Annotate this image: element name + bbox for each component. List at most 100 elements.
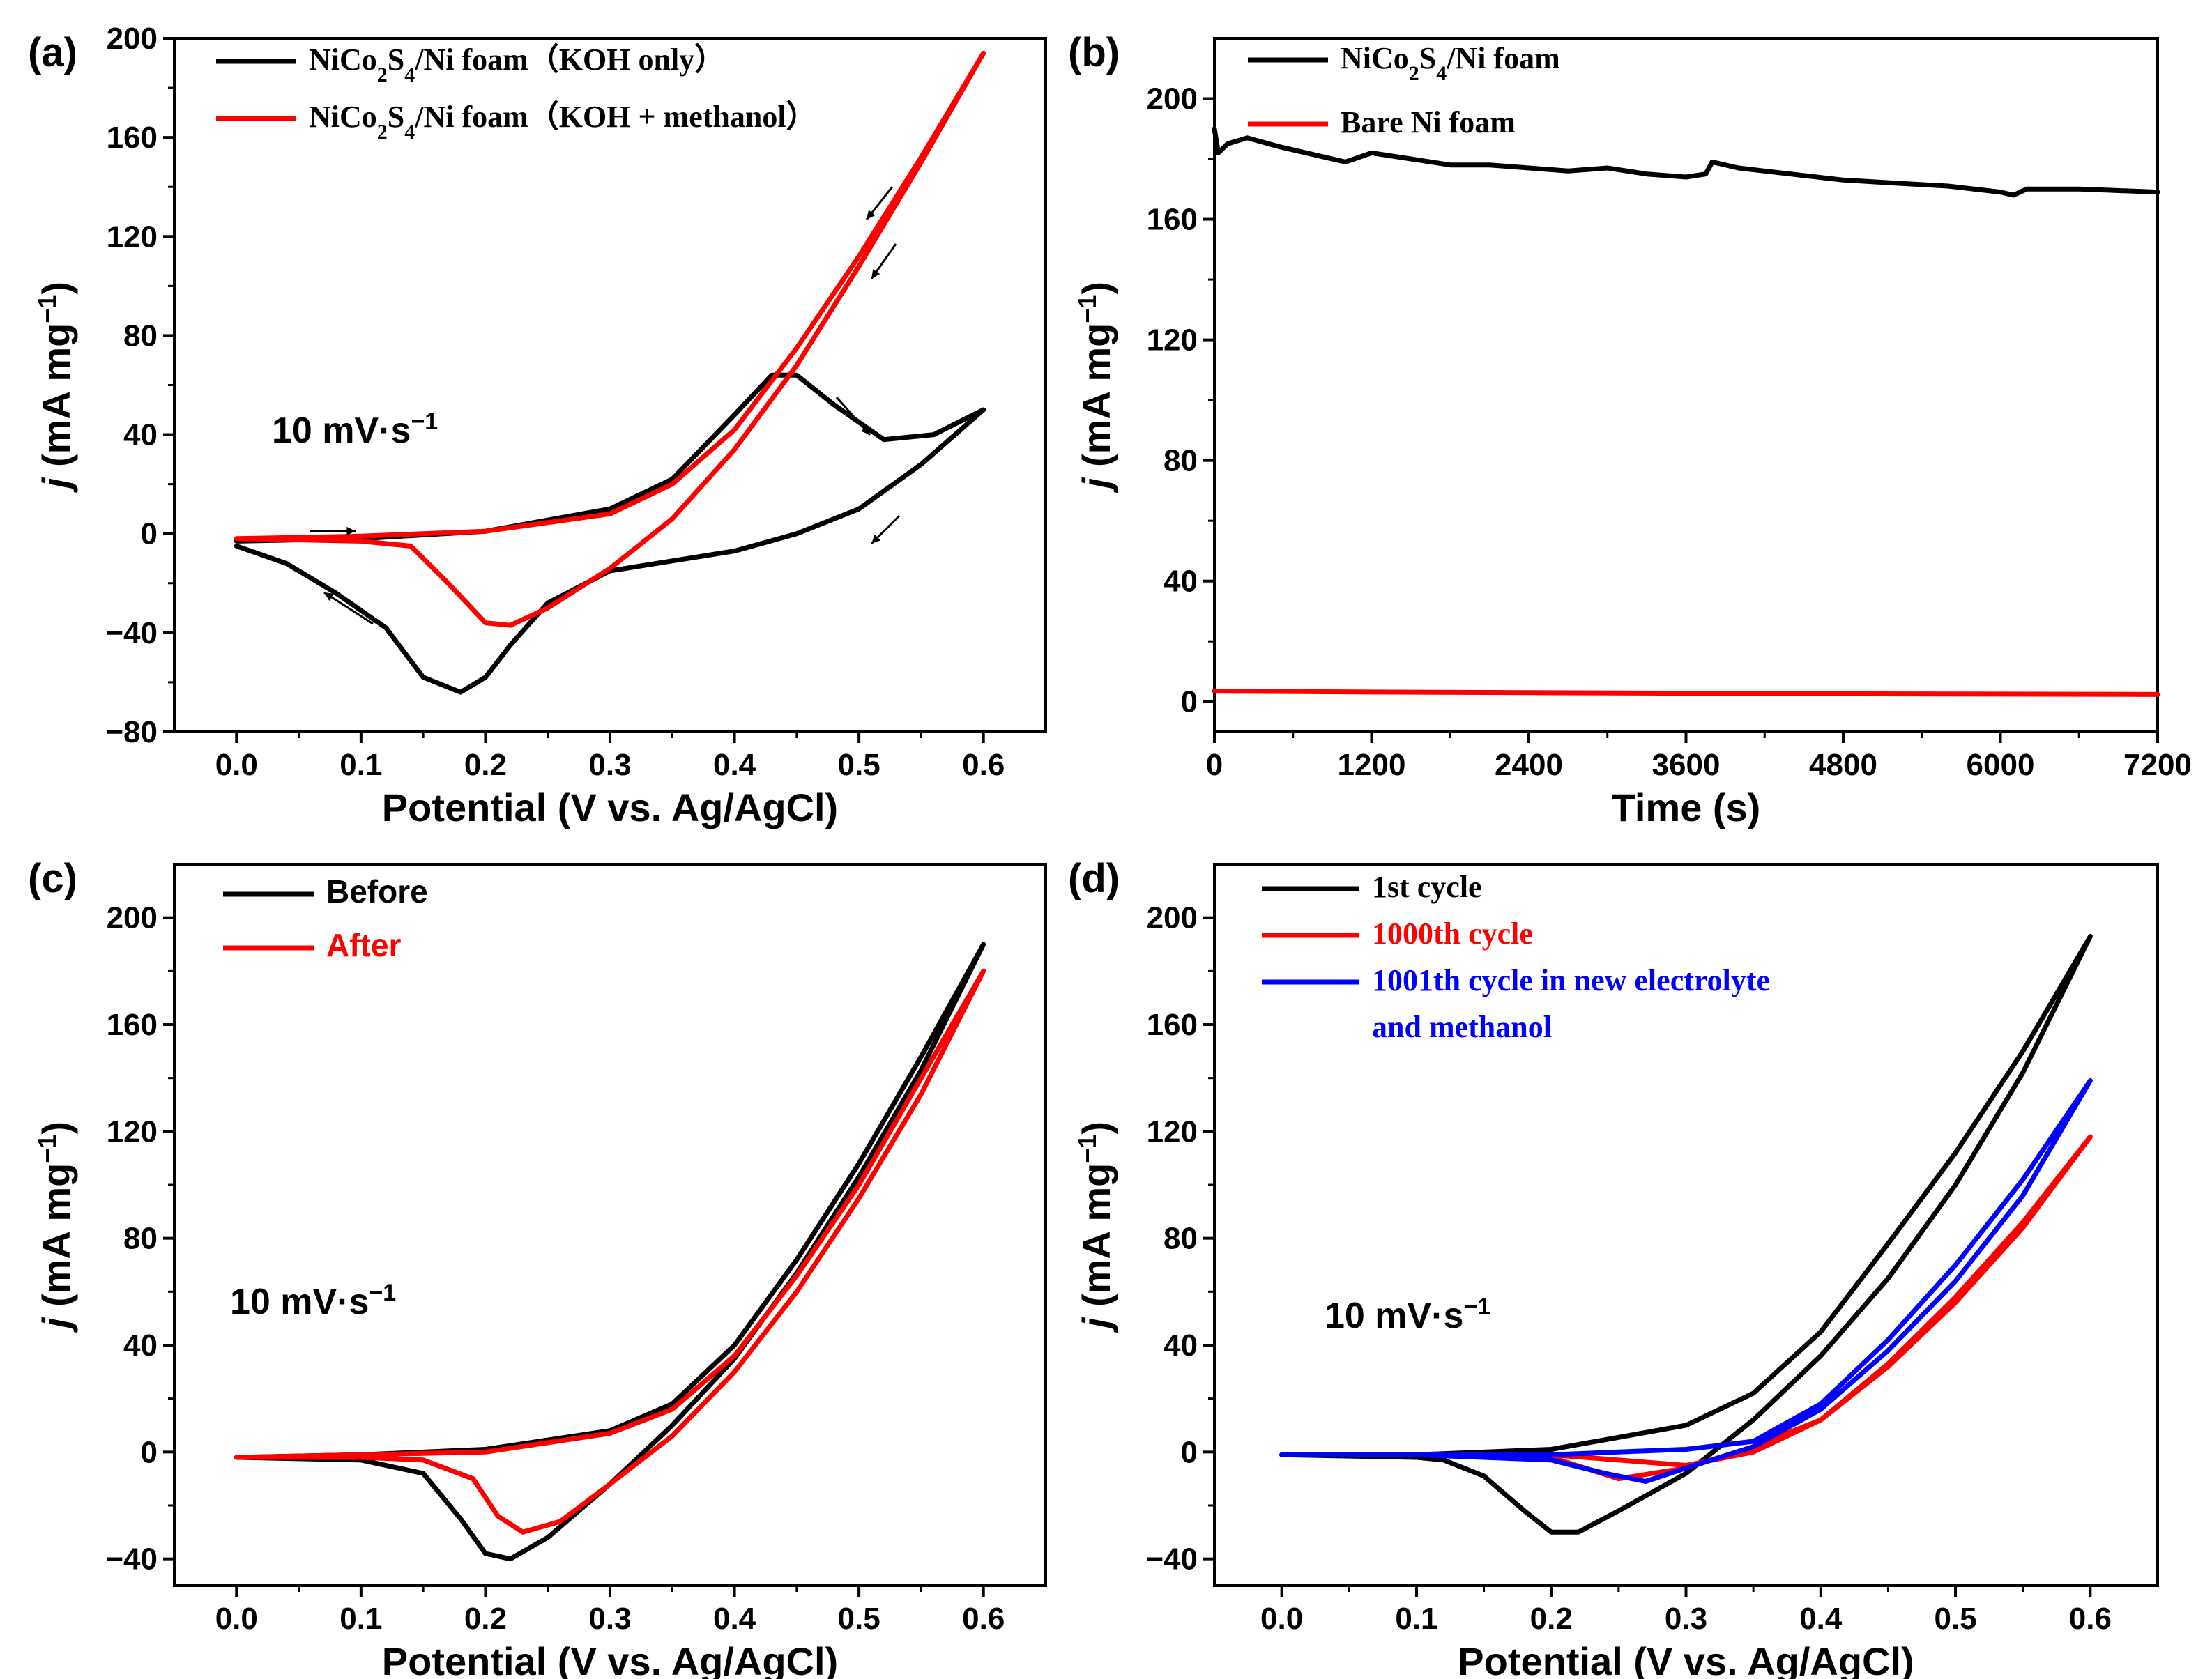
arrow-head-icon <box>324 592 334 601</box>
arrow-head-icon <box>346 526 356 536</box>
y-tick-label: 160 <box>1147 203 1198 237</box>
series-line-1 <box>1212 126 2160 198</box>
y-tick-label: 200 <box>1147 901 1198 935</box>
y-tick-label: 80 <box>1164 1222 1198 1256</box>
panel-2: 0 1200 2400 3600 4800 6000 7200 0 40 80 120 160 200 T… <box>1068 30 2192 829</box>
series-line-1 <box>1279 934 2093 1535</box>
x-axis-label: Potential (V vs. Ag/AgCl) <box>382 1639 838 1679</box>
x-tick-label: 0.5 <box>838 1602 880 1636</box>
y-tick-label: −40 <box>105 1542 158 1577</box>
series-line-3 <box>1279 1078 2093 1484</box>
x-tick-label: 0.4 <box>713 748 756 782</box>
y-tick-label: 160 <box>107 1008 158 1042</box>
x-tick-label: 0.5 <box>838 748 880 782</box>
y-tick-label: 40 <box>123 1328 158 1363</box>
x-tick-label: 0.0 <box>215 1602 258 1636</box>
x-tick-label: 0.2 <box>464 748 507 782</box>
y-tick-label: 80 <box>123 319 158 353</box>
x-tick-label: 0.5 <box>1934 1602 1976 1636</box>
arrow-head-icon <box>871 269 880 279</box>
y-tick-label: 80 <box>1164 444 1198 478</box>
y-axis-label: j (mA mg−1) <box>33 1121 79 1333</box>
arrow-head-icon <box>871 534 881 544</box>
legend-entry: After <box>326 927 401 963</box>
x-tick-label: 0.3 <box>1665 1602 1707 1636</box>
y-tick-label: 80 <box>123 1222 158 1256</box>
y-tick-label: 0 <box>1181 685 1198 719</box>
legend-entry: NiCo2S4/Ni foam（KOH + methanol） <box>309 100 817 144</box>
y-tick-label: 40 <box>1164 1328 1198 1363</box>
scan-rate-label: 10 mV·s−1 <box>272 408 438 451</box>
scan-rate-label: 10 mV·s−1 <box>1325 1294 1490 1336</box>
x-tick-label: 6000 <box>1967 748 2035 782</box>
x-tick-label: 0.6 <box>2069 1602 2112 1636</box>
series-line-2 <box>1212 689 2160 697</box>
x-tick-label: 4800 <box>1809 748 1877 782</box>
scan-direction-arrow <box>323 591 374 625</box>
x-tick-label: 0 <box>1206 748 1223 782</box>
panel-label: (a) <box>28 30 77 75</box>
scan-rate-label: 10 mV·s−1 <box>230 1280 396 1322</box>
x-tick-label: 0.0 <box>1260 1602 1303 1636</box>
x-tick-label: 0.4 <box>1799 1602 1843 1636</box>
x-tick-label: 1200 <box>1338 748 1406 782</box>
y-tick-label: −40 <box>105 616 158 650</box>
y-tick-label: −40 <box>1145 1542 1198 1577</box>
x-tick-label: 0.6 <box>962 1602 1005 1636</box>
x-tick-label: 7200 <box>2123 748 2192 782</box>
legend: NiCo2S4/Ni foam Bare Ni foam <box>1248 41 1560 139</box>
x-tick-label: 0.1 <box>340 748 382 782</box>
panel-3: 0.0 0.1 0.2 0.3 0.4 0.5 0.6 −40 0 40 80 120 160 200 Po… <box>28 856 1047 1679</box>
series-line-1 <box>234 942 986 1562</box>
legend-entry: 1001th cycle in new electrolyte <box>1372 963 1770 997</box>
y-tick-label: 0 <box>1181 1435 1198 1469</box>
legend-entry: Bare Ni foam <box>1341 105 1516 139</box>
x-axis-label: Time (s) <box>1612 785 1761 829</box>
plot-frame <box>173 37 1047 733</box>
y-tick-label: 120 <box>1147 1114 1198 1149</box>
x-axis-label: Potential (V vs. Ag/AgCl) <box>1458 1639 1914 1679</box>
y-tick-label: 40 <box>1164 565 1198 599</box>
y-tick-label: 200 <box>1147 82 1198 116</box>
legend-entry: Before <box>326 873 428 910</box>
legend-entry: and methanol <box>1372 1010 1552 1044</box>
legend: Before After <box>223 873 428 963</box>
y-tick-label: 40 <box>123 418 158 452</box>
x-tick-label: 0.2 <box>464 1602 507 1636</box>
x-tick-label: 0.2 <box>1530 1602 1573 1636</box>
x-tick-label: 3600 <box>1652 748 1721 782</box>
x-tick-label: 0.3 <box>588 748 631 782</box>
series-line-2 <box>234 968 986 1535</box>
y-tick-label: 120 <box>1147 323 1198 358</box>
plot-frame <box>173 863 1047 1587</box>
y-axis-label: j (mA mg−1) <box>33 282 79 493</box>
y-tick-label: 0 <box>141 1435 158 1469</box>
legend-entry: NiCo2S4/Ni foam <box>1341 41 1560 85</box>
legend-entry: 1000th cycle <box>1372 917 1533 951</box>
panel-label: (b) <box>1068 30 1120 75</box>
y-tick-label: 120 <box>107 1114 158 1149</box>
x-tick-label: 2400 <box>1495 748 1563 782</box>
x-axis-label: Potential (V vs. Ag/AgCl) <box>382 785 838 829</box>
y-tick-label: −80 <box>105 715 158 749</box>
y-axis-label: j (mA mg−1) <box>1073 282 1119 493</box>
panel-4: 0.0 0.1 0.2 0.3 0.4 0.5 0.6 −40 0 40 80 120 160 200 Po… <box>1068 856 2159 1679</box>
legend: NiCo2S4/Ni foam（KOH only） NiCo2S4/Ni foam… <box>216 43 817 144</box>
x-tick-label: 0.0 <box>215 748 258 782</box>
series-line-1 <box>234 372 986 695</box>
panel-label: (c) <box>28 856 77 901</box>
y-tick-label: 200 <box>107 22 158 56</box>
x-tick-label: 0.1 <box>1395 1602 1437 1636</box>
x-tick-label: 0.1 <box>340 1602 382 1636</box>
legend-entry: 1st cycle <box>1372 870 1482 904</box>
x-tick-label: 0.6 <box>962 748 1005 782</box>
y-tick-label: 160 <box>107 121 158 155</box>
series-line-2 <box>234 50 986 628</box>
panel-1: 0.0 0.1 0.2 0.3 0.4 0.5 0.6 −80 −40 0 40 80 120 160 20… <box>28 22 1047 829</box>
y-tick-label: 0 <box>141 517 158 551</box>
legend: 1st cycle 1000th cycle 1001th cycle in new… <box>1262 870 1770 1044</box>
y-tick-label: 160 <box>1147 1008 1198 1042</box>
x-tick-label: 0.4 <box>713 1602 756 1636</box>
arrow-head-icon <box>867 210 876 220</box>
